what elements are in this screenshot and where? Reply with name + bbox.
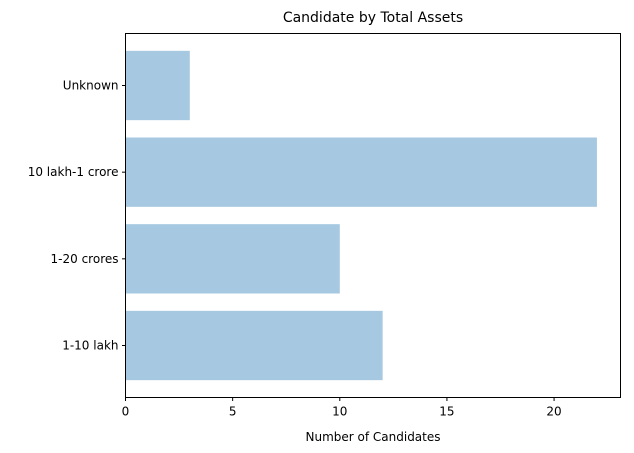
x-tick-label: 5 xyxy=(229,405,237,419)
x-axis-ticks: 0 5 10 15 20 xyxy=(122,397,562,419)
bar-1-10-lakh xyxy=(125,310,383,381)
bars-group xyxy=(125,50,597,381)
y-tick-label: 10 lakh-1 crore xyxy=(28,165,119,179)
x-tick-label: 15 xyxy=(439,405,454,419)
x-tick-label: 10 xyxy=(332,405,347,419)
plot-frame xyxy=(125,33,621,398)
x-axis-label: Number of Candidates xyxy=(306,430,441,444)
x-tick-label: 0 xyxy=(122,405,130,419)
y-tick-label: 1-20 crores xyxy=(51,252,119,266)
bar-unknown xyxy=(125,50,190,121)
chart-title: Candidate by Total Assets xyxy=(283,10,463,26)
y-tick-label: Unknown xyxy=(63,79,119,93)
y-axis-ticks: 1-10 lakh 1-20 crores 10 lakh-1 crore Unkno… xyxy=(28,79,126,353)
bar-10-lakh-1-crore xyxy=(125,137,597,207)
bar-1-20-crores xyxy=(125,224,340,294)
y-tick-label: 1-10 lakh xyxy=(62,339,118,353)
x-tick-label: 20 xyxy=(546,405,561,419)
